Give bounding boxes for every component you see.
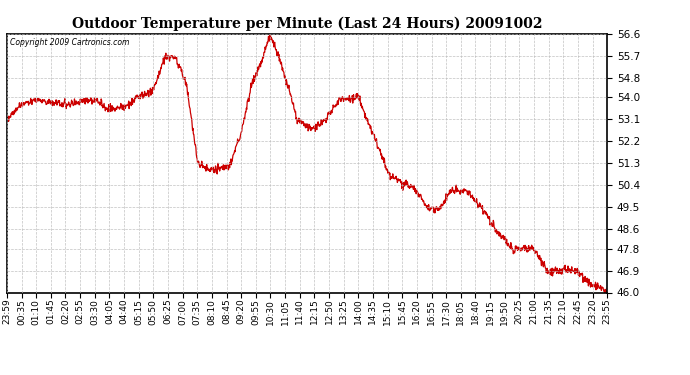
Title: Outdoor Temperature per Minute (Last 24 Hours) 20091002: Outdoor Temperature per Minute (Last 24 … — [72, 17, 542, 31]
Text: Copyright 2009 Cartronics.com: Copyright 2009 Cartronics.com — [10, 38, 129, 46]
